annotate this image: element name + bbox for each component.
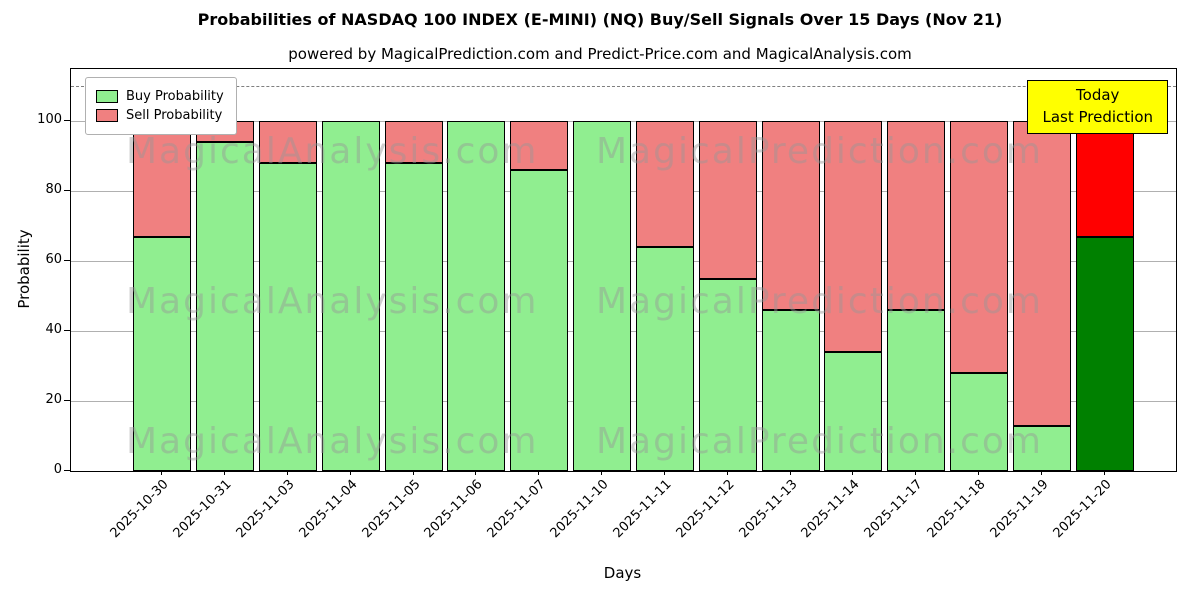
x-tick-mark xyxy=(224,470,226,475)
x-tick-mark xyxy=(726,470,728,475)
today-annotation-line2: Last Prediction xyxy=(1042,107,1153,126)
bar-buy-segment xyxy=(133,236,192,471)
bar-buy-segment xyxy=(1012,425,1071,471)
x-tick-mark xyxy=(538,470,540,475)
y-tick-mark xyxy=(64,470,70,471)
y-tick-mark xyxy=(64,190,70,192)
bar-buy-segment xyxy=(761,310,820,471)
x-tick-mark xyxy=(475,470,477,475)
x-tick-mark xyxy=(852,470,854,475)
legend-label-buy: Buy Probability xyxy=(126,89,224,104)
legend-swatch-sell xyxy=(96,109,118,122)
bar-buy-segment xyxy=(321,121,380,471)
bar-buy-segment xyxy=(510,170,569,471)
bar-sell-segment xyxy=(1075,121,1134,237)
y-tick-label: 60 xyxy=(45,252,62,268)
x-tick-mark xyxy=(287,470,289,475)
bar-buy-segment xyxy=(1075,236,1134,471)
bar-buy-segment xyxy=(698,278,757,471)
legend: Buy Probability Sell Probability xyxy=(85,77,237,135)
bar-sell-segment xyxy=(761,121,820,311)
x-tick-mark xyxy=(789,470,791,475)
bar-buy-segment xyxy=(196,142,255,471)
bar-sell-segment xyxy=(384,121,443,164)
plot-area: MagicalAnalysis.com MagicalPrediction.com… xyxy=(70,68,1177,472)
today-annotation-box: Today Last Prediction xyxy=(1027,80,1168,134)
bar-buy-segment xyxy=(573,121,632,471)
today-annotation-line1: Today xyxy=(1076,86,1120,104)
y-axis-label: Probability xyxy=(15,229,33,309)
dashed-threshold-line xyxy=(71,86,1176,88)
x-tick-mark xyxy=(663,470,665,475)
x-tick-mark xyxy=(601,470,603,475)
bar-sell-segment xyxy=(887,121,946,311)
bar-buy-segment xyxy=(824,352,883,471)
y-tick-label: 20 xyxy=(45,392,62,408)
bar-sell-segment xyxy=(824,121,883,353)
chart-subtitle: powered by MagicalPrediction.com and Pre… xyxy=(288,45,912,63)
x-tick-mark xyxy=(977,470,979,475)
bar-sell-segment xyxy=(510,121,569,171)
legend-swatch-buy xyxy=(96,90,118,103)
y-tick-mark xyxy=(64,400,70,402)
y-tick-label: 40 xyxy=(45,322,62,338)
y-tick-mark xyxy=(64,260,70,262)
legend-label-sell: Sell Probability xyxy=(126,108,223,123)
bar-sell-segment xyxy=(1012,121,1071,426)
x-tick-mark xyxy=(1040,470,1042,475)
x-axis-label: Days xyxy=(603,564,642,582)
bar-buy-segment xyxy=(949,373,1008,471)
y-tick-label: 0 xyxy=(53,462,62,477)
bar-sell-segment xyxy=(949,121,1008,374)
bar-buy-segment xyxy=(384,163,443,471)
y-tick-mark xyxy=(64,330,70,332)
legend-item-sell: Sell Probability xyxy=(96,108,224,123)
y-tick-mark xyxy=(64,120,70,122)
bar-sell-segment xyxy=(133,121,192,237)
legend-item-buy: Buy Probability xyxy=(96,89,224,104)
bar-sell-segment xyxy=(698,121,757,279)
chart-title: Probabilities of NASDAQ 100 INDEX (E-MIN… xyxy=(197,10,1003,29)
bar-buy-segment xyxy=(259,163,318,471)
x-tick-mark xyxy=(412,470,414,475)
bar-buy-segment xyxy=(887,310,946,471)
bar-buy-segment xyxy=(447,121,506,471)
x-tick-mark xyxy=(915,470,917,475)
x-tick-mark xyxy=(1103,470,1105,475)
x-tick-mark xyxy=(161,470,163,475)
bar-sell-segment xyxy=(259,121,318,164)
bar-buy-segment xyxy=(635,247,694,471)
x-tick-mark xyxy=(349,470,351,475)
bar-sell-segment xyxy=(635,121,694,248)
y-tick-label: 100 xyxy=(37,112,62,128)
y-tick-label: 80 xyxy=(45,182,62,198)
